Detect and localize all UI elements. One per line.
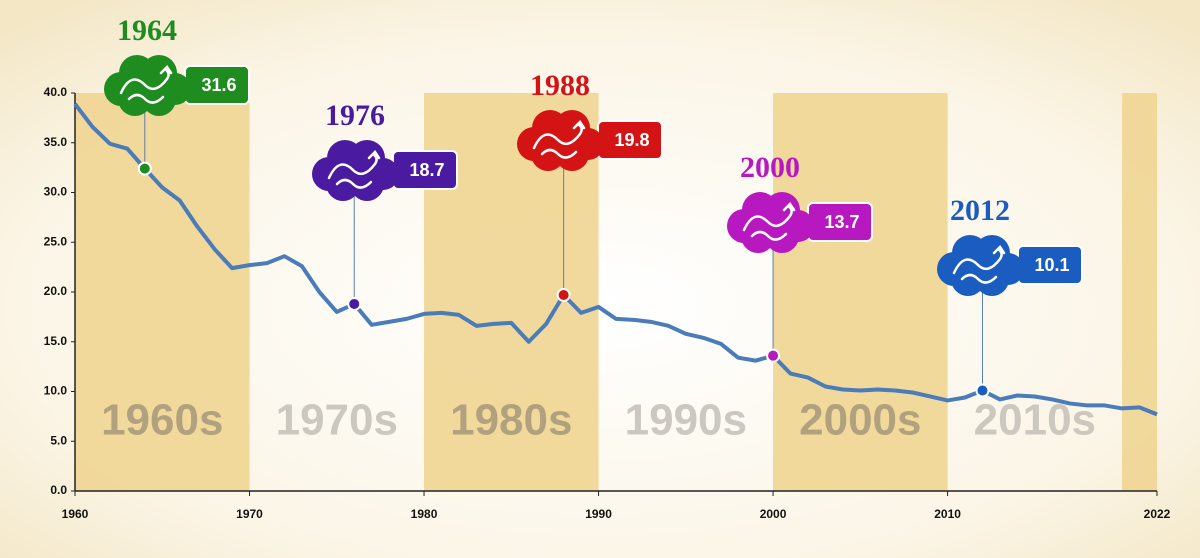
x-tick-label: 1980 (411, 507, 438, 521)
dragon-icon (119, 65, 173, 104)
y-tick-label: 35.0 (44, 135, 68, 149)
annotation-year: 2000 (740, 151, 800, 184)
point-marker (556, 287, 571, 302)
decade-label: 1980s (450, 396, 572, 445)
decade-band (1122, 93, 1157, 491)
decade-label: 1970s (276, 396, 398, 445)
annotation-year: 2012 (950, 194, 1010, 227)
annotation-year: 1964 (117, 14, 177, 47)
annotation-year: 1976 (325, 99, 385, 132)
x-tick-label: 2000 (760, 507, 787, 521)
decade-label: 2000s (799, 396, 921, 445)
y-tick-label: 40.0 (44, 85, 68, 99)
dragon-cloud (517, 110, 604, 171)
dragon-cloud (727, 192, 814, 253)
dragon-icon (742, 202, 796, 241)
y-tick-label: 10.0 (44, 384, 68, 398)
value-badge-label: 13.7 (824, 212, 859, 232)
x-tick-label: 2022 (1144, 507, 1171, 521)
x-tick-label: 2010 (934, 507, 961, 521)
x-tick-label: 1970 (236, 507, 263, 521)
point-marker (766, 348, 781, 363)
decade-band (773, 93, 948, 491)
annotation-year: 1988 (530, 69, 590, 102)
y-tick-label: 15.0 (44, 334, 68, 348)
y-tick-label: 5.0 (50, 433, 67, 447)
dragon-icon (952, 245, 1006, 284)
value-badge-label: 10.1 (1034, 255, 1069, 275)
y-tick-label: 25.0 (44, 234, 68, 248)
y-tick-label: 20.0 (44, 284, 68, 298)
y-tick-label: 30.0 (44, 185, 68, 199)
decade-label: 1990s (625, 396, 747, 445)
decade-label: 1960s (101, 396, 223, 445)
dragon-icon (327, 150, 381, 189)
y-tick-label: 0.0 (50, 483, 67, 497)
point-marker (347, 296, 362, 311)
x-tick-label: 1960 (62, 507, 89, 521)
dragon-cloud (937, 235, 1024, 296)
point-marker (975, 383, 990, 398)
value-badge-label: 19.8 (614, 130, 649, 150)
decade-band (75, 93, 250, 491)
dragon-icon (532, 120, 586, 159)
dragon-cloud (312, 140, 399, 201)
point-marker (137, 161, 152, 176)
x-tick-label: 1990 (585, 507, 612, 521)
dragon-cloud (104, 55, 191, 116)
value-badge-label: 18.7 (409, 160, 444, 180)
value-badge-label: 31.6 (201, 75, 236, 95)
